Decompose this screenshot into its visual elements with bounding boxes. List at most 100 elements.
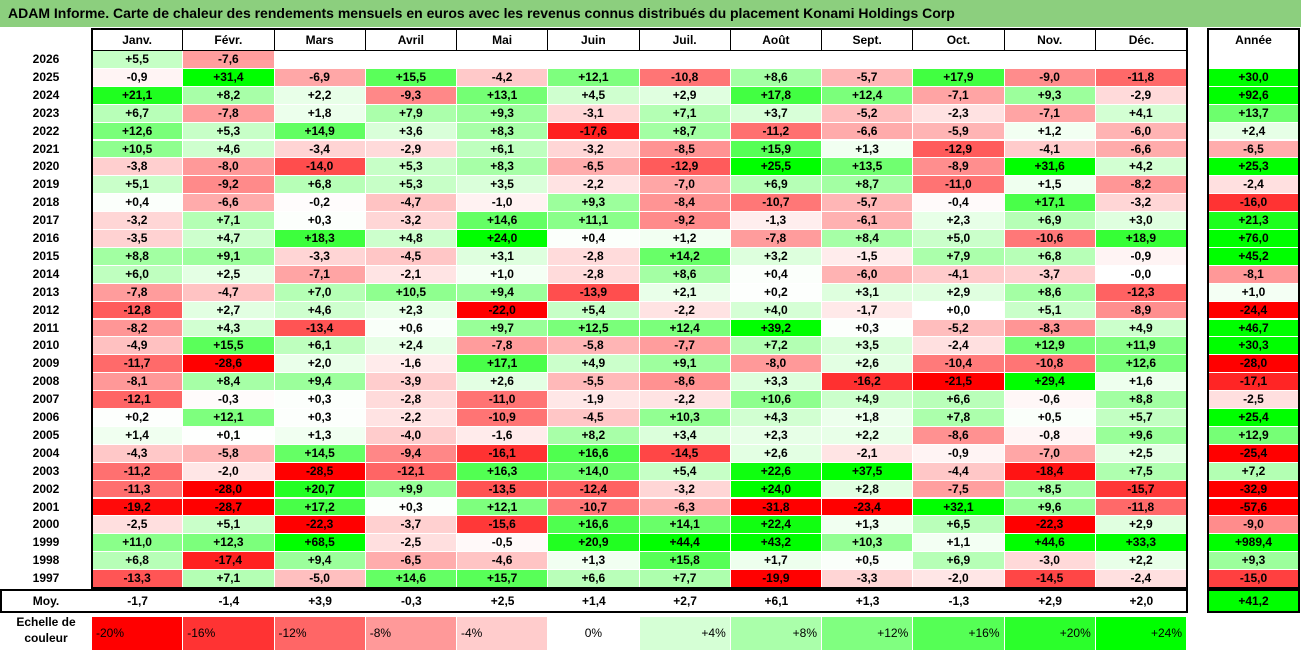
heat-cell: -31,8 <box>730 498 822 517</box>
heat-cell: -6,5 <box>365 552 457 571</box>
heat-cell: -2,4 <box>913 337 1005 356</box>
heat-cell: -11,2 <box>730 122 822 141</box>
heat-cell: -2,8 <box>365 391 457 409</box>
heat-cell: +9,4 <box>274 373 366 392</box>
heat-cell: +9,7 <box>457 319 549 338</box>
year-label: 2020 <box>0 158 92 177</box>
heat-cell: -4,7 <box>183 283 275 302</box>
heat-cell: -2,0 <box>913 570 1005 588</box>
heat-cell: +3,1 <box>457 247 549 266</box>
year-label: 1997 <box>0 570 92 588</box>
heat-cell: +17,2 <box>274 498 366 517</box>
month-header-5: Mai <box>457 29 549 51</box>
heat-cell: +37,5 <box>822 462 914 481</box>
heat-cell: +2,4 <box>365 337 457 356</box>
heat-cell: +4,0 <box>730 301 822 320</box>
heat-cell: +12,3 <box>183 534 275 553</box>
heat-cell: +3,6 <box>365 122 457 141</box>
heat-cell: +4,6 <box>274 301 366 320</box>
heat-cell: +0,0 <box>913 301 1005 320</box>
heat-cell: +2,2 <box>822 426 914 445</box>
annual-cell: +21,3 <box>1208 212 1299 230</box>
heat-cell: -8,0 <box>730 355 822 374</box>
heat-cell: +7,1 <box>639 104 731 123</box>
year-label: 2007 <box>0 391 92 409</box>
year-label: 2005 <box>0 426 92 445</box>
heat-cell: +6,8 <box>92 552 184 571</box>
heat-cell: +9,1 <box>639 355 731 374</box>
month-header-4: Avril <box>365 29 457 51</box>
heat-cell: -3,2 <box>639 480 731 499</box>
heat-cell: +7,8 <box>913 409 1005 427</box>
heat-cell: -5,8 <box>183 444 275 463</box>
heat-cell <box>1095 51 1187 69</box>
heat-cell: -8,9 <box>1095 301 1187 320</box>
heat-cell: +39,2 <box>730 319 822 338</box>
heat-cell: -3,2 <box>92 212 184 230</box>
heat-cell: -15,7 <box>1095 480 1187 499</box>
heat-cell: -7,8 <box>92 283 184 302</box>
scale-swatch: 0% <box>548 617 640 650</box>
heat-cell: -9,2 <box>183 176 275 195</box>
heat-cell: -16,1 <box>457 444 549 463</box>
heat-cell: -6,6 <box>1095 140 1187 159</box>
heat-cell: +6,1 <box>274 337 366 356</box>
annual-cell: +30,3 <box>1208 337 1299 356</box>
heat-cell: -11,0 <box>913 176 1005 195</box>
heat-cell: -2,1 <box>365 265 457 284</box>
heat-cell: +25,5 <box>730 158 822 177</box>
heat-cell: -2,2 <box>639 301 731 320</box>
heat-cell: +8,3 <box>457 122 549 141</box>
heat-cell <box>1004 51 1096 69</box>
heat-cell: -11,3 <box>92 480 184 499</box>
scale-swatch: -20% <box>92 617 184 650</box>
year-label: 2017 <box>0 212 92 230</box>
heat-cell: -1,9 <box>548 391 640 409</box>
average-cell: +1,4 <box>548 590 640 612</box>
heat-cell: -10,7 <box>548 498 640 517</box>
heat-cell: +0,3 <box>365 498 457 517</box>
year-label: 2018 <box>0 194 92 213</box>
heat-cell: +17,1 <box>1004 194 1096 213</box>
heat-cell: +0,3 <box>822 319 914 338</box>
heat-cell: +1,4 <box>92 426 184 445</box>
heat-cell: +8,6 <box>730 68 822 87</box>
heat-cell: -14,5 <box>639 444 731 463</box>
heat-cell: +6,9 <box>1004 212 1096 230</box>
average-annual-cell: +41,2 <box>1208 590 1299 612</box>
annual-header: Année <box>1208 29 1299 51</box>
heat-cell: -3,2 <box>548 140 640 159</box>
heat-cell: +1,3 <box>548 552 640 571</box>
heat-cell: +0,2 <box>730 283 822 302</box>
annual-cell <box>1208 51 1299 69</box>
heat-cell: +15,5 <box>183 337 275 356</box>
heat-cell: -21,5 <box>913 373 1005 392</box>
month-header-1: Janv. <box>92 29 184 51</box>
heat-cell: +8,8 <box>1095 391 1187 409</box>
annual-cell: +46,7 <box>1208 319 1299 338</box>
month-header-12: Déc. <box>1095 29 1187 51</box>
average-cell: +6,1 <box>730 590 822 612</box>
year-label: 2019 <box>0 176 92 195</box>
color-scale-label-line1: Echelle de <box>16 615 76 629</box>
year-label: 2026 <box>0 51 92 69</box>
scale-swatch: +4% <box>639 617 731 650</box>
annual-cell: -24,4 <box>1208 301 1299 320</box>
heat-cell: -9,2 <box>639 212 731 230</box>
average-label: Moy. <box>0 590 92 612</box>
color-scale-label-line2: couleur <box>24 631 68 645</box>
heat-cell: -3,5 <box>92 230 184 248</box>
heat-cell: +1,0 <box>457 265 549 284</box>
heat-cell: +15,5 <box>365 68 457 87</box>
annual-cell: -9,0 <box>1208 516 1299 535</box>
heat-cell: +14,6 <box>365 570 457 588</box>
heat-cell: +2,5 <box>183 265 275 284</box>
heat-cell: -14,0 <box>274 158 366 177</box>
heat-cell: +1,1 <box>913 534 1005 553</box>
heat-cell: +5,1 <box>183 516 275 535</box>
heat-cell: -2,9 <box>365 140 457 159</box>
heat-cell: +2,9 <box>1095 516 1187 535</box>
year-label: 2023 <box>0 104 92 123</box>
heat-cell: -0,9 <box>1095 247 1187 266</box>
heat-cell: -16,2 <box>822 373 914 392</box>
